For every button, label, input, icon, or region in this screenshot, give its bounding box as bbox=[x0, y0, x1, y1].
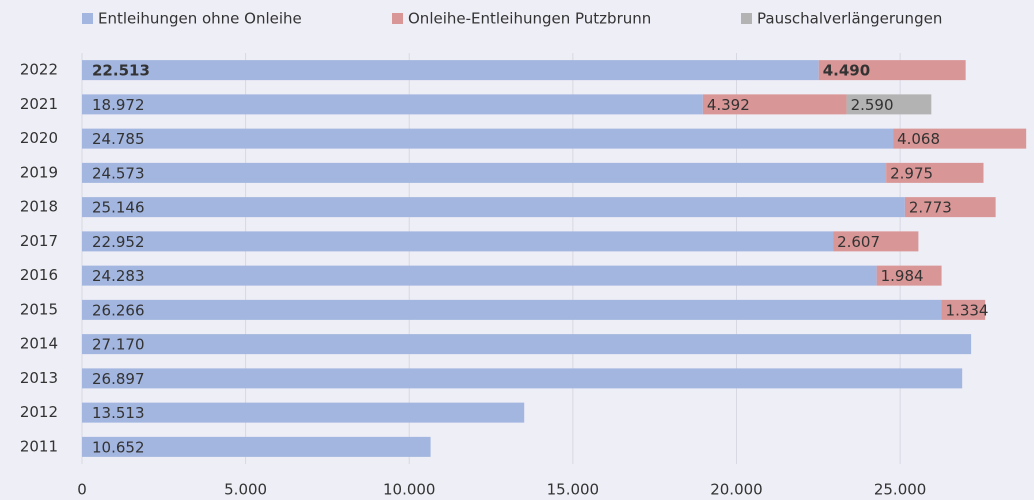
x-tick-label: 20.000 bbox=[710, 481, 763, 499]
bar-segment bbox=[941, 299, 986, 320]
y-tick-label: 2022 bbox=[20, 61, 58, 79]
data-label: 26.897 bbox=[92, 370, 145, 388]
legend-label: Entleihungen ohne Onleihe bbox=[98, 10, 302, 28]
data-label: 2.975 bbox=[890, 164, 933, 182]
x-tick-label: 25.000 bbox=[874, 481, 927, 499]
legend-swatch bbox=[82, 13, 93, 24]
y-tick-label: 2020 bbox=[20, 129, 58, 147]
bar-segment bbox=[876, 265, 942, 286]
bar-segment bbox=[82, 197, 905, 218]
data-label: 24.785 bbox=[92, 130, 145, 148]
y-tick-label: 2019 bbox=[20, 163, 58, 181]
y-tick-label: 2013 bbox=[20, 369, 58, 387]
bar-segment bbox=[82, 436, 431, 457]
data-label: 4.490 bbox=[823, 62, 870, 80]
data-label: 24.573 bbox=[92, 164, 145, 182]
bar-segment bbox=[82, 299, 942, 320]
bar-segment bbox=[893, 128, 1027, 149]
y-tick-label: 2021 bbox=[20, 95, 58, 113]
bar-segment bbox=[702, 94, 847, 115]
legend-label: Pauschalverlängerungen bbox=[757, 10, 942, 28]
data-label: 2.773 bbox=[909, 199, 952, 217]
bar-segment bbox=[82, 60, 819, 81]
bar-segment bbox=[82, 334, 972, 355]
data-label: 27.170 bbox=[92, 336, 145, 354]
y-tick-label: 2016 bbox=[20, 266, 58, 284]
bar-segment bbox=[82, 94, 703, 115]
data-label: 1.984 bbox=[881, 267, 924, 285]
data-label: 13.513 bbox=[92, 404, 145, 422]
bar-segment bbox=[82, 128, 894, 149]
data-label: 2.607 bbox=[837, 233, 880, 251]
data-label: 4.068 bbox=[897, 130, 940, 148]
data-label: 26.266 bbox=[92, 301, 145, 319]
bar-segment bbox=[846, 94, 932, 115]
bar-segment bbox=[82, 402, 525, 423]
bar-segment bbox=[82, 162, 887, 183]
data-label: 18.972 bbox=[92, 96, 145, 114]
x-tick-label: 0 bbox=[77, 481, 87, 499]
data-label: 24.283 bbox=[92, 267, 145, 285]
data-label: 1.334 bbox=[946, 301, 989, 319]
bar-segment bbox=[82, 368, 963, 389]
bar-segment bbox=[886, 162, 984, 183]
data-label: 25.146 bbox=[92, 199, 145, 217]
bar-segment bbox=[82, 265, 877, 286]
y-tick-label: 2012 bbox=[20, 403, 58, 421]
y-tick-label: 2011 bbox=[20, 437, 58, 455]
y-tick-label: 2017 bbox=[20, 232, 58, 250]
bar-segment bbox=[904, 197, 996, 218]
data-label: 22.513 bbox=[92, 62, 150, 80]
data-label: 22.952 bbox=[92, 233, 145, 251]
bar-segment bbox=[818, 60, 966, 81]
legend-swatch bbox=[392, 13, 403, 24]
legend-label: Onleihe-Entleihungen Putzbrunn bbox=[408, 10, 651, 28]
data-label: 10.652 bbox=[92, 438, 145, 456]
bar-segment bbox=[833, 231, 919, 252]
x-tick-label: 5.000 bbox=[224, 481, 267, 499]
x-tick-label: 10.000 bbox=[383, 481, 436, 499]
legend-swatch bbox=[741, 13, 752, 24]
y-tick-label: 2015 bbox=[20, 300, 58, 318]
x-tick-label: 15.000 bbox=[547, 481, 600, 499]
data-label: 2.590 bbox=[851, 96, 894, 114]
data-label: 4.392 bbox=[707, 96, 750, 114]
y-tick-label: 2014 bbox=[20, 335, 58, 353]
y-tick-label: 2018 bbox=[20, 198, 58, 216]
bar-segment bbox=[82, 231, 834, 252]
